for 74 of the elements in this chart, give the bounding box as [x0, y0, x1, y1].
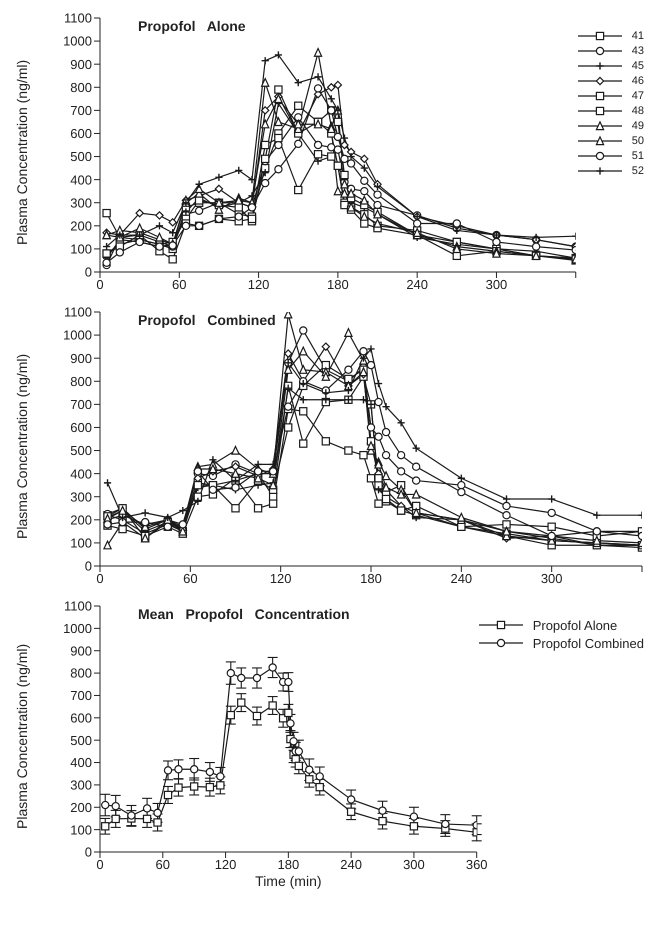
y-tick-label: 700 — [70, 396, 92, 412]
y-tick-label: 900 — [70, 350, 92, 366]
x-tick-label: 120 — [248, 277, 270, 292]
x-tick-label: 240 — [406, 277, 428, 292]
y-axis-title: Plasma Concentration (ng/ml) — [14, 644, 30, 829]
y-tick-label: 1100 — [64, 304, 92, 320]
y-tick-label: 900 — [70, 56, 92, 72]
y-axis-title: Plasma Concentration (ng/ml) — [14, 354, 30, 539]
x-tick-label: 60 — [172, 277, 187, 292]
x-tick-label: 0 — [96, 857, 104, 872]
x-tick-label: 180 — [278, 857, 300, 872]
y-tick-label: 100 — [70, 536, 92, 551]
y-tick-label: 600 — [70, 420, 92, 436]
y-tick-label: 1000 — [63, 620, 92, 636]
legend-label: 41 — [632, 30, 644, 42]
y-tick-label: 1000 — [63, 328, 92, 343]
y-tick-label: 200 — [70, 512, 92, 528]
x-tick-label: 300 — [540, 571, 563, 586]
x-tick-label: 180 — [327, 277, 349, 292]
y-axis-title: Plasma Concentration (ng/ml) — [14, 60, 30, 245]
x-axis-title: Time (min) — [255, 873, 322, 889]
legend-label: 52 — [632, 164, 644, 176]
x-tick-label: 0 — [96, 277, 104, 292]
legend-label: 48 — [632, 104, 644, 116]
chart-title: Propofol Combined — [138, 312, 276, 328]
y-tick-label: 1100 — [64, 10, 92, 26]
y-tick-label: 700 — [70, 102, 92, 118]
y-tick-label: 600 — [70, 126, 92, 142]
y-tick-label: 300 — [70, 778, 92, 793]
x-tick-label: 240 — [450, 571, 472, 586]
y-tick-label: 200 — [70, 218, 92, 234]
x-tick-label: 300 — [403, 857, 425, 872]
y-tick-label: 400 — [70, 172, 92, 188]
y-tick-label: 800 — [70, 666, 92, 681]
x-tick-label: 0 — [96, 571, 104, 586]
legend-label: Propofol Combined — [532, 636, 644, 650]
y-tick-label: 500 — [70, 732, 92, 748]
x-tick-label: 240 — [340, 857, 362, 872]
legend-label: 43 — [632, 44, 644, 56]
chart-title: Propofol Alone — [138, 18, 246, 34]
legend-label: 49 — [632, 120, 644, 132]
y-tick-label: 1100 — [64, 598, 92, 614]
y-tick-label: 0 — [84, 264, 92, 280]
chart-title: Mean Propofol Concentration — [138, 606, 350, 622]
y-tick-label: 400 — [70, 755, 92, 770]
y-tick-label: 300 — [70, 195, 92, 210]
x-tick-label: 120 — [270, 571, 292, 586]
legend-label: 47 — [632, 90, 644, 102]
legend-label: Propofol Alone — [532, 618, 618, 632]
y-tick-label: 100 — [70, 822, 92, 838]
x-tick-label: 300 — [486, 277, 508, 292]
y-tick-label: 800 — [70, 80, 92, 95]
legend-label: 46 — [632, 74, 644, 86]
y-tick-label: 700 — [70, 688, 92, 704]
y-tick-label: 800 — [70, 374, 92, 389]
x-tick-label: 60 — [156, 857, 170, 872]
legend-label: 50 — [632, 134, 644, 146]
y-tick-label: 1000 — [63, 34, 92, 49]
x-tick-label: 180 — [360, 571, 382, 586]
y-tick-label: 600 — [70, 710, 92, 726]
x-tick-label: 360 — [466, 857, 488, 872]
y-tick-label: 100 — [70, 242, 92, 257]
x-tick-label: 120 — [214, 857, 236, 872]
y-tick-label: 0 — [84, 844, 92, 860]
legend-label: 45 — [632, 60, 644, 72]
y-tick-label: 400 — [70, 466, 92, 482]
legend-label: 51 — [632, 150, 644, 162]
x-tick-label: 60 — [183, 571, 198, 586]
y-tick-label: 500 — [70, 149, 92, 164]
y-tick-label: 900 — [70, 643, 92, 658]
y-tick-label: 300 — [70, 489, 92, 504]
y-tick-label: 500 — [70, 443, 92, 458]
y-tick-label: 0 — [84, 558, 92, 574]
y-tick-label: 200 — [70, 800, 92, 815]
